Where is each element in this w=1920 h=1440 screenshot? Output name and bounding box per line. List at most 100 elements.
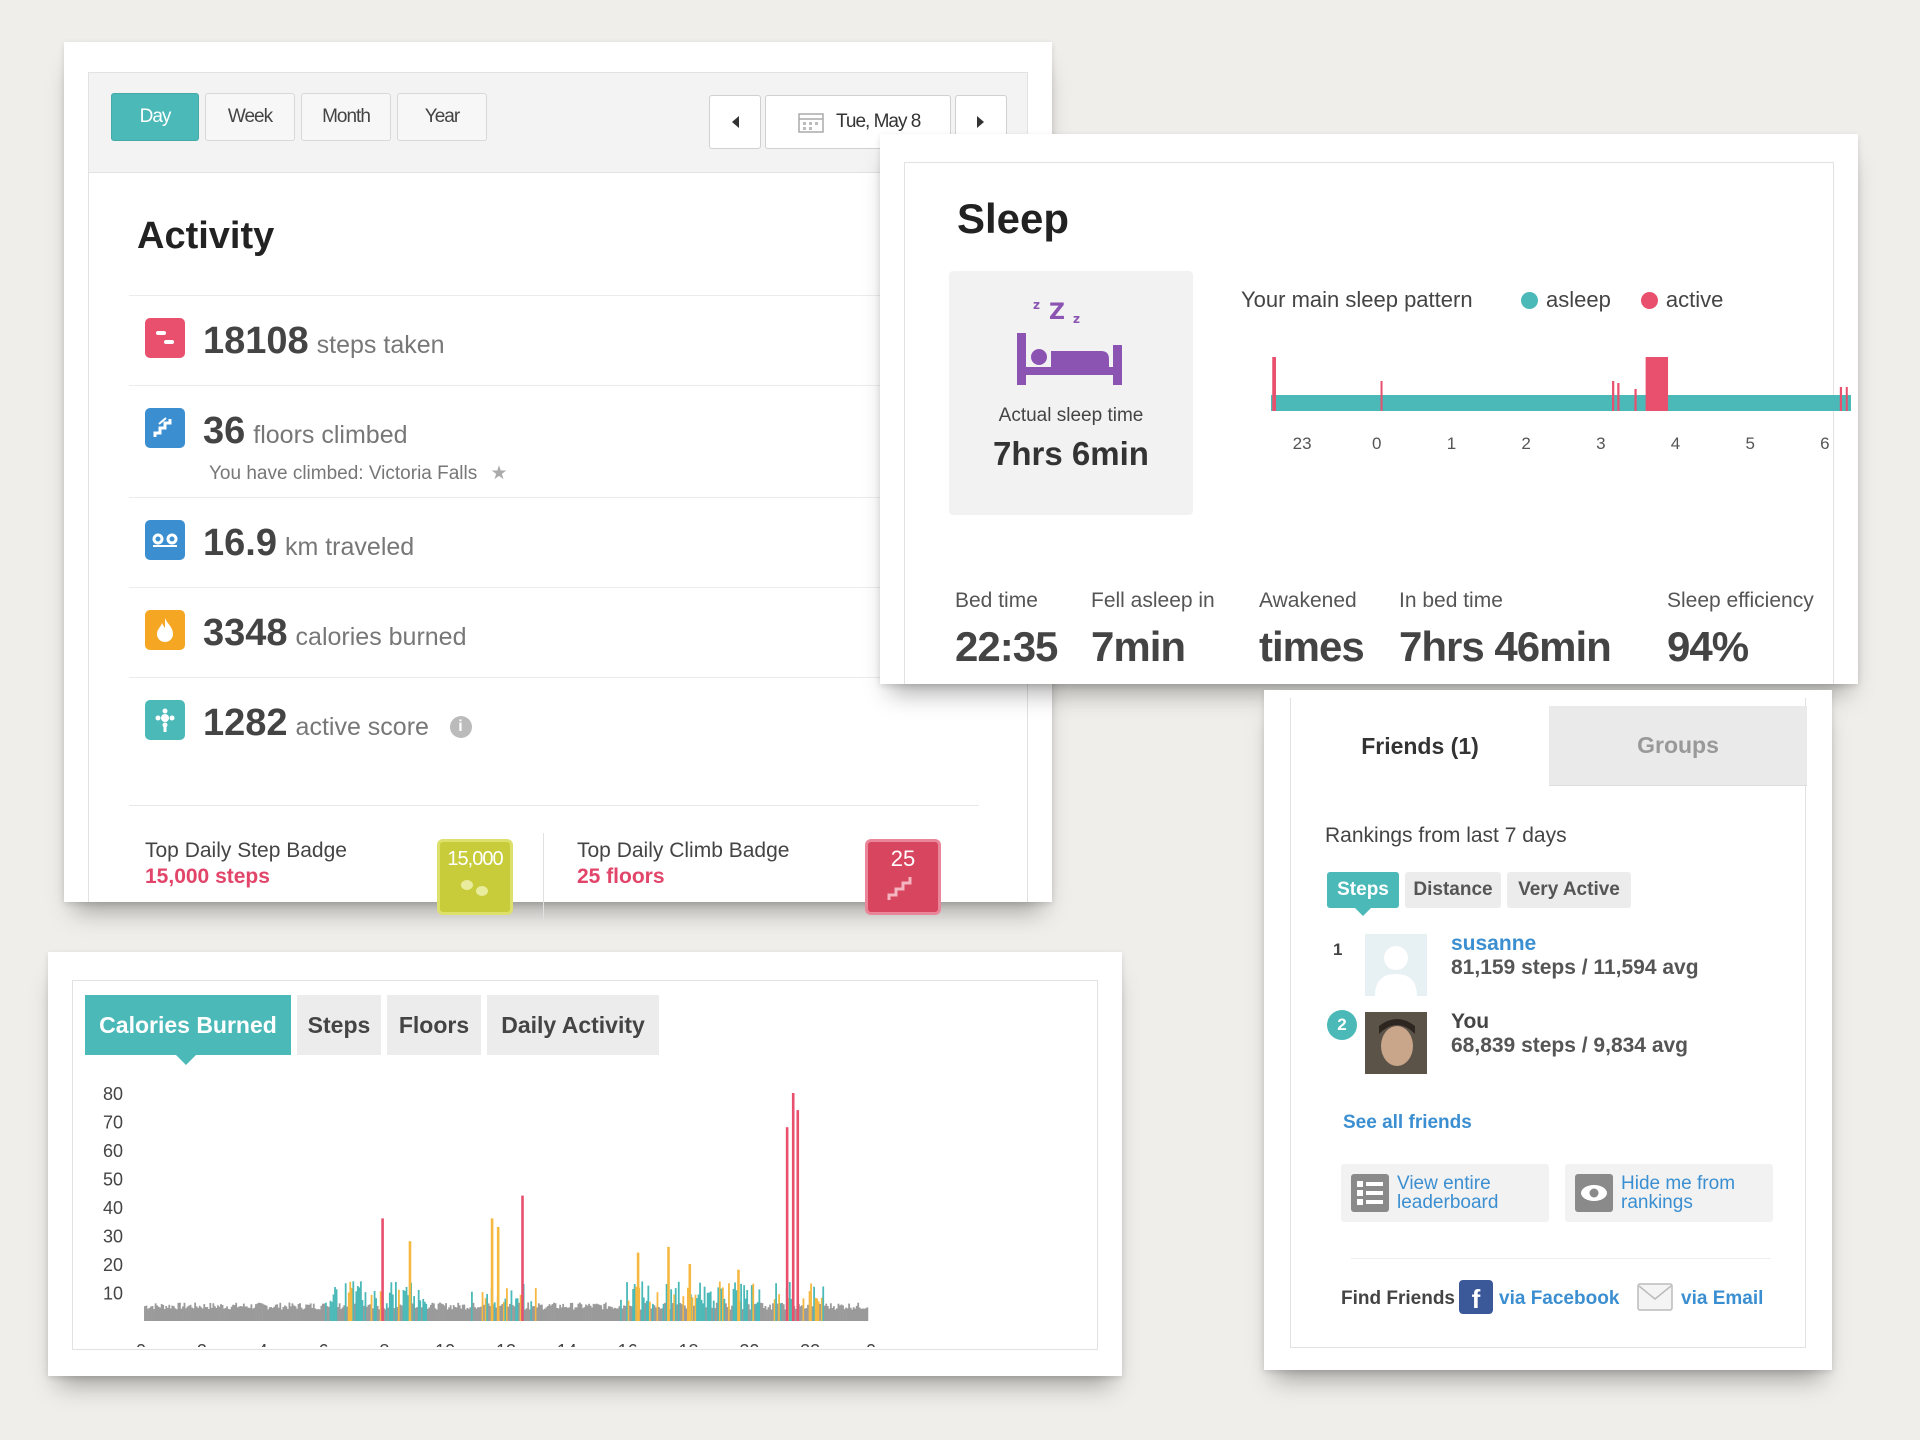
see-all-friends-link[interactable]: See all friends [1343,1112,1472,1133]
chart-bar [247,1307,250,1321]
badges-divider [129,805,979,806]
chart-bar [156,1305,159,1321]
chart-bar [168,1304,171,1321]
friend-name-link[interactable]: susanne [1451,932,1537,955]
prev-day-button[interactable] [709,95,761,149]
chart-bar [154,1303,157,1321]
chart-bar [653,1305,656,1321]
rank-tab-steps[interactable]: Steps [1327,872,1399,908]
active-segment [1617,383,1620,411]
y-tick-label: 80 [103,1084,123,1104]
tab-friends[interactable]: Friends (1) [1291,706,1549,786]
chart-bar [296,1308,298,1321]
chart-bar [153,1309,155,1321]
hour-tick-label: 6 [1820,434,1829,453]
rank-tab-distance[interactable]: Distance [1405,872,1501,908]
avatar[interactable] [1365,934,1427,996]
chart-bar [169,1308,172,1321]
chart-bar [735,1290,738,1321]
hide-from-rankings-button[interactable]: Hide me from rankings [1565,1164,1773,1222]
chart-bar [717,1287,720,1321]
tab-week[interactable]: Week [205,93,295,141]
chart-bar [720,1288,723,1321]
x-tick-label: 20 [739,1341,759,1347]
chart-bar [245,1306,248,1321]
climb-badge-icon[interactable]: 25 [865,839,941,915]
tab-day[interactable]: Day [111,93,199,141]
chart-bar [525,1308,528,1321]
chart-bar [565,1306,568,1321]
chart-bar [778,1294,781,1321]
tab-steps[interactable]: Steps [297,995,381,1055]
chart-bar [366,1306,368,1321]
calories-chart: 80 70 60 50 40 30 20 10 0 2 4 6 8 10 12 14 16 18 20 22 0 [103,1084,876,1347]
tab-calories-burned[interactable]: Calories Burned [85,995,291,1055]
info-icon[interactable]: i [449,716,472,738]
chart-bar [248,1307,251,1321]
via-email-link[interactable]: via Email [1681,1288,1764,1309]
chart-bar [623,1305,625,1321]
rank-tab-very-active[interactable]: Very Active [1507,872,1631,908]
chart-bar [843,1309,846,1321]
facebook-icon[interactable]: f [1459,1280,1493,1314]
chart-bar [691,1297,694,1321]
awakened-value: times [1259,623,1365,670]
chart-bar [820,1297,823,1321]
chart-bar [647,1285,650,1321]
tab-daily-activity[interactable]: Daily Activity [487,995,659,1055]
chart-bar [586,1305,589,1321]
chart-bar [819,1304,822,1321]
chart-card: Calories Burned Steps Floors Daily Activ… [48,952,1122,1376]
email-envelope-icon[interactable] [1637,1280,1673,1314]
chart-bar [493,1302,496,1321]
chart-bar [270,1307,273,1321]
leaderboard-line1: View entire [1397,1173,1491,1194]
chart-bar [235,1302,238,1321]
y-tick-label: 50 [103,1170,123,1190]
fell-asleep-value: 7min [1091,623,1186,670]
find-friends-label: Find Friends [1341,1288,1455,1309]
chart-bar [200,1307,203,1321]
chart-bar [592,1303,595,1321]
tab-year[interactable]: Year [397,93,487,141]
tab-groups[interactable]: Groups [1549,706,1807,786]
tab-floors[interactable]: Floors [387,995,481,1055]
chart-bar [606,1308,609,1321]
chart-bar [361,1300,364,1321]
step-badge-icon[interactable]: 15,000 [437,839,513,915]
list-icon [1351,1174,1389,1212]
chart-bar [455,1307,458,1321]
view-leaderboard-button[interactable]: View entire leaderboard [1341,1164,1549,1222]
avatar[interactable] [1365,1012,1427,1074]
x-tick-label: 2 [197,1341,207,1347]
active-score-metric: 1282 active score i [203,702,472,745]
date-picker[interactable]: Tue, May 8 [765,95,951,149]
chart-bar [562,1303,565,1321]
hour-tick-label: 0 [1372,434,1381,453]
chart-bar [233,1304,236,1321]
chart-bar [741,1309,744,1321]
active-score-row: 1282 active score i [129,677,1029,767]
chart-bar [323,1303,326,1321]
chart-bar [772,1303,774,1321]
chart-bar [530,1301,533,1321]
chart-bar [285,1306,288,1321]
chart-bar [728,1283,730,1321]
chart-bar [703,1286,706,1321]
chart-bar [426,1308,429,1321]
floors-unit: floors climbed [253,421,408,449]
efficiency-value: 94% [1667,623,1749,670]
chart-bar [553,1302,555,1321]
chart-bar [239,1306,242,1321]
actual-sleep-box: z Z z Actual sleep time 7hrs 6min [949,271,1193,515]
chart-bar [297,1303,300,1321]
calories-value: 3348 [203,612,288,654]
via-facebook-link[interactable]: via Facebook [1499,1288,1620,1309]
chart-bar-peak [636,1252,640,1321]
chart-bar [151,1305,154,1321]
chart-bar [282,1307,285,1321]
chart-bar [773,1299,776,1321]
chart-bar [480,1306,482,1321]
chart-bar [577,1303,580,1321]
tab-month[interactable]: Month [301,93,391,141]
